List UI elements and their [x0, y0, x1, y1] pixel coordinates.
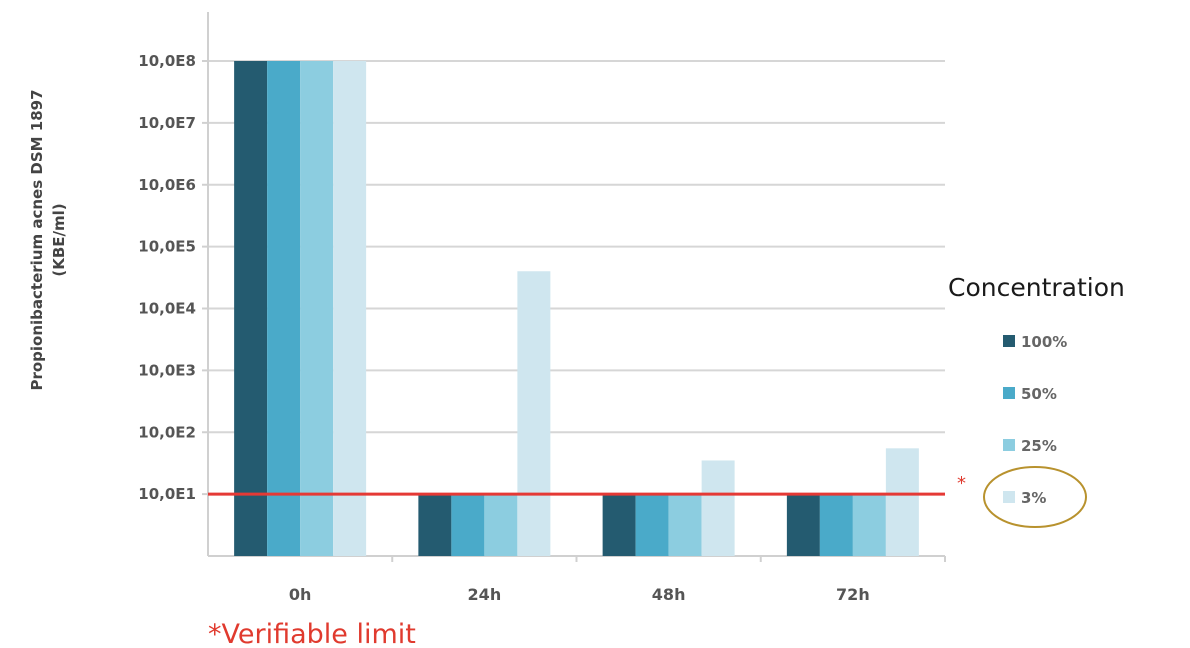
- legend: Concentration 100% 50% 25% 3%: [948, 273, 1125, 507]
- bar-100pct-0h: [234, 61, 268, 556]
- bar-3pct-0h: [333, 61, 367, 556]
- y-tick-label: 10,0E4: [138, 300, 196, 318]
- legend-swatch: [1003, 491, 1015, 503]
- category-label: 72h: [836, 585, 870, 604]
- y-axis-label-line1: Propionibacterium acnes DSM 1897: [28, 89, 46, 390]
- y-axis-label-unit: (KBE/ml): [50, 203, 68, 276]
- y-tick-label: 10,0E7: [138, 114, 196, 132]
- bar-3pct-24h: [517, 271, 551, 556]
- legend-label: 50%: [1021, 385, 1057, 403]
- bar-25pct-24h: [484, 494, 518, 556]
- category-labels: 0h 24h 48h 72h: [289, 556, 946, 604]
- legend-label: 100%: [1021, 333, 1067, 351]
- category-label: 48h: [652, 585, 686, 604]
- legend-swatch: [1003, 387, 1015, 399]
- category-label: 24h: [468, 585, 502, 604]
- bar-100pct-72h: [786, 494, 820, 556]
- category-label: 0h: [289, 585, 312, 604]
- legend-swatch: [1003, 335, 1015, 347]
- bar-100pct-48h: [602, 494, 636, 556]
- bar-50pct-24h: [451, 494, 485, 556]
- bar-25pct-72h: [852, 494, 886, 556]
- bar-100pct-24h: [418, 494, 452, 556]
- bar-3pct-48h: [701, 460, 735, 556]
- bar-50pct-72h: [819, 494, 853, 556]
- y-tick-labels: 10,0E1 10,0E2 10,0E3 10,0E4 10,0E5 10,0E6 10,0…: [138, 52, 208, 503]
- legend-title: Concentration: [948, 273, 1125, 302]
- verifiable-limit-star: *: [957, 473, 966, 494]
- bar-50pct-0h: [267, 61, 301, 556]
- y-tick-label: 10,0E5: [138, 238, 196, 256]
- footnote: *Verifiable limit: [208, 619, 416, 648]
- y-tick-label: 10,0E1: [138, 485, 196, 503]
- bar-3pct-72h: [885, 448, 919, 556]
- bar-50pct-48h: [635, 494, 669, 556]
- y-axis-label: Propionibacterium acnes DSM 1897 (KBE/ml…: [28, 89, 68, 390]
- y-tick-label: 10,0E2: [138, 423, 196, 441]
- y-tick-label: 10,0E8: [138, 52, 196, 70]
- bars: [234, 61, 919, 556]
- y-tick-label: 10,0E3: [138, 361, 196, 379]
- bar-25pct-48h: [668, 494, 702, 556]
- y-tick-label: 10,0E6: [138, 176, 196, 194]
- legend-label: 25%: [1021, 437, 1057, 455]
- bar-25pct-0h: [300, 61, 334, 556]
- legend-swatch: [1003, 439, 1015, 451]
- highlight-ellipse: [983, 466, 1087, 528]
- legend-label: 3%: [1021, 489, 1046, 507]
